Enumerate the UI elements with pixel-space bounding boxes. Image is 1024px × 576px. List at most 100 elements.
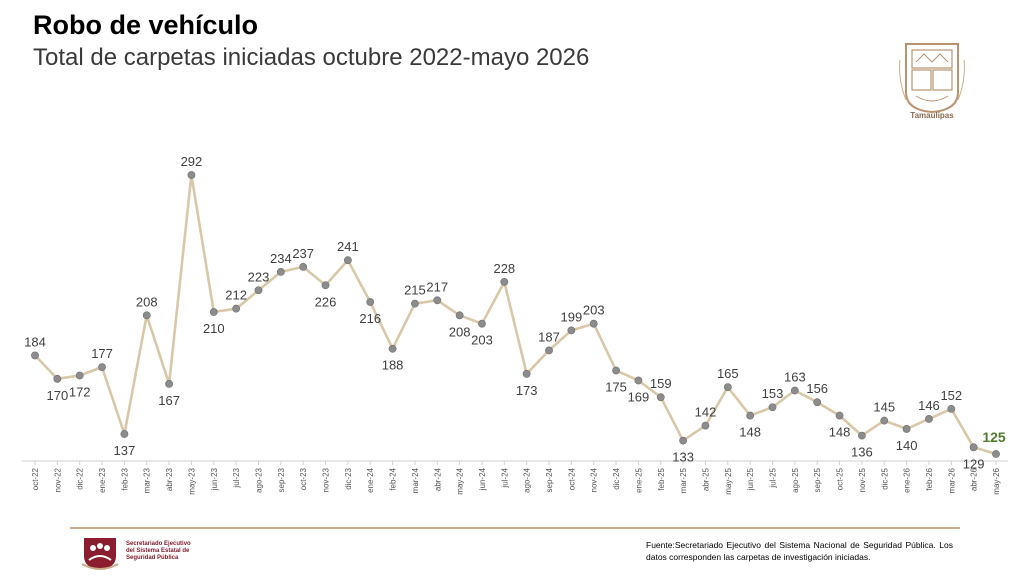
data-label: 136	[851, 445, 873, 460]
x-tick-label: may-26	[992, 467, 1001, 494]
x-tick-label: abr-26	[970, 467, 979, 491]
data-point	[835, 411, 844, 420]
x-tick-label: dic-25	[880, 467, 889, 489]
x-tick-label: mar-23	[143, 467, 152, 493]
data-label: 199	[561, 309, 583, 324]
data-label: 156	[806, 381, 828, 396]
data-label: 159	[650, 376, 672, 391]
x-tick-label: nov-22	[53, 467, 62, 492]
data-label: 167	[158, 393, 180, 408]
data-point	[858, 431, 866, 440]
data-point	[53, 374, 62, 383]
data-label: 223	[248, 269, 270, 284]
data-point	[656, 393, 665, 402]
logo-label: Tamaulipas	[910, 111, 954, 120]
series-line	[34, 173, 997, 456]
data-label: 226	[315, 294, 337, 309]
x-tick-label: sep-25	[813, 467, 822, 492]
data-point	[790, 386, 799, 395]
data-label: 125	[982, 429, 1006, 445]
x-tick-label: ene-23	[98, 467, 107, 492]
data-point	[634, 376, 643, 385]
x-tick-label: mar-24	[411, 467, 420, 493]
x-tick-label: nov-23	[322, 467, 331, 492]
data-label: 188	[382, 358, 404, 373]
x-tick-label: feb-26	[925, 467, 934, 490]
x-tick-label: feb-23	[120, 467, 129, 490]
data-label: 148	[829, 425, 851, 440]
footer-divider	[70, 527, 960, 529]
x-tick-label: sep-23	[277, 467, 286, 492]
tamaulipas-coat-of-arms-icon	[899, 43, 965, 114]
x-tick-labels: oct-22 nov-22 dic-22 ene-23 feb-23 mar-23 abr-…	[31, 461, 1001, 495]
data-label: 234	[270, 251, 292, 266]
data-label: 292	[181, 154, 203, 169]
x-tick-label: abr-24	[433, 467, 442, 491]
data-point	[299, 262, 308, 271]
x-tick-label: jul-23	[232, 467, 241, 488]
data-label: 184	[24, 334, 46, 349]
data-label: 173	[516, 383, 538, 398]
data-label: 148	[739, 425, 761, 440]
data-point	[433, 296, 442, 305]
data-label: 163	[784, 370, 806, 385]
data-label: 215	[404, 283, 426, 298]
x-tick-label: abr-23	[165, 467, 174, 491]
x-tick-label: mar-26	[947, 467, 956, 493]
x-tick-label: oct-24	[567, 467, 576, 490]
data-point	[232, 304, 241, 313]
data-point	[411, 299, 419, 308]
data-point	[98, 363, 106, 372]
data-point	[187, 171, 196, 179]
x-tick-label: may-25	[724, 467, 733, 494]
x-tick-label: nov-25	[858, 467, 867, 492]
x-tick-label: may-24	[456, 467, 465, 494]
data-label: 145	[873, 400, 895, 415]
data-point	[276, 267, 285, 276]
data-point	[612, 366, 620, 375]
data-label: 228	[493, 261, 515, 276]
data-point	[969, 443, 978, 452]
data-label: 152	[940, 388, 962, 403]
data-point	[321, 281, 330, 290]
x-tick-label: sep-24	[545, 467, 554, 492]
data-point	[31, 351, 39, 360]
data-point	[366, 298, 375, 306]
data-point	[455, 311, 464, 320]
x-tick-label: ene-26	[903, 467, 912, 492]
x-tick-label: dic-24	[612, 467, 621, 489]
data-point	[522, 369, 531, 378]
data-markers	[31, 171, 1000, 458]
source-note: Fuente:Secretariado Ejecutivo del Sistem…	[646, 540, 953, 562]
x-tick-label: mar-25	[679, 467, 688, 493]
data-point	[142, 311, 151, 320]
data-point	[567, 326, 576, 335]
data-point	[947, 404, 956, 413]
data-label: 187	[538, 329, 560, 344]
data-label: 172	[69, 384, 91, 399]
x-tick-label: jun-23	[210, 467, 219, 491]
data-label: 146	[918, 398, 940, 413]
data-point	[992, 450, 1000, 458]
x-tick-label: ago-24	[523, 467, 532, 492]
data-label: 170	[46, 388, 68, 403]
x-tick-label: dic-23	[344, 467, 353, 489]
data-point	[388, 344, 397, 353]
data-point	[478, 319, 486, 328]
data-label: 212	[225, 288, 247, 303]
page-subtitle: Total de carpetas iniciadas octubre 2022…	[33, 44, 590, 71]
x-tick-label: may-23	[187, 467, 196, 494]
x-tick-label: feb-24	[389, 467, 398, 490]
data-label: 165	[717, 366, 739, 381]
data-label: 175	[605, 379, 627, 394]
data-point	[768, 403, 777, 412]
data-label: 153	[762, 386, 784, 401]
sesesp-logo-icon	[81, 538, 119, 570]
x-tick-label: ene-25	[634, 467, 643, 492]
x-tick-label: oct-25	[836, 467, 845, 490]
data-label: 216	[359, 311, 381, 326]
data-point	[902, 425, 911, 433]
data-point	[925, 415, 933, 423]
